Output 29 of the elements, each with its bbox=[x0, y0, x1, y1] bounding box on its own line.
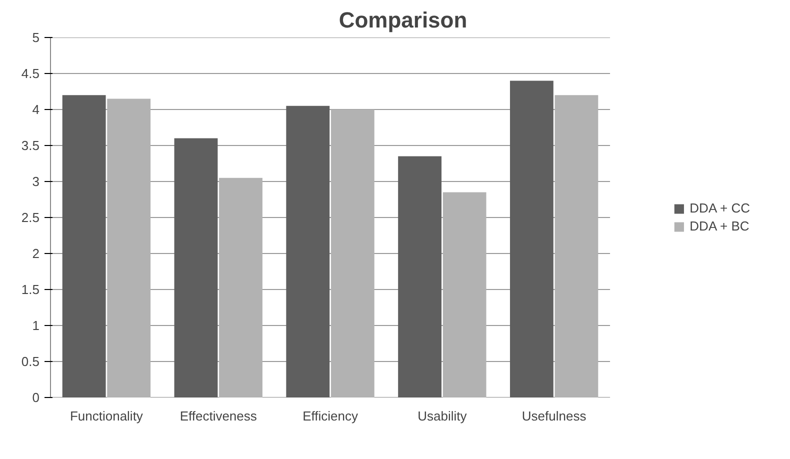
y-tick-label: 2 bbox=[32, 246, 40, 261]
x-tick-label: Efficiency bbox=[302, 408, 358, 424]
legend-label: DDA + BC bbox=[690, 218, 750, 234]
y-tick-label: 5 bbox=[32, 30, 40, 45]
bar bbox=[62, 95, 106, 398]
y-tick-label: 2.5 bbox=[21, 210, 40, 225]
y-tick-label: 4.5 bbox=[21, 66, 40, 81]
bar bbox=[510, 80, 554, 398]
y-tick-label: 0 bbox=[32, 390, 40, 405]
bar bbox=[330, 110, 374, 398]
x-tick-label: Usefulness bbox=[522, 408, 587, 424]
y-tick-label: 4 bbox=[32, 102, 40, 117]
bar bbox=[107, 98, 151, 398]
bar bbox=[554, 95, 598, 398]
y-tick-label: 0.5 bbox=[21, 354, 40, 369]
legend-label: DDA + CC bbox=[690, 200, 750, 216]
chart-title: Comparison bbox=[338, 8, 468, 32]
bar bbox=[398, 156, 442, 398]
y-tick-label: 3.5 bbox=[21, 138, 40, 153]
x-tick-label: Usability bbox=[418, 408, 468, 424]
bar bbox=[286, 106, 330, 398]
bar bbox=[174, 138, 218, 398]
x-tick-label: Effectiveness bbox=[180, 408, 258, 424]
x-tick-label: Functionality bbox=[70, 408, 144, 424]
bar bbox=[219, 178, 262, 398]
bar bbox=[442, 192, 486, 398]
y-tick-label: 3 bbox=[32, 174, 40, 189]
y-tick-label: 1 bbox=[32, 318, 40, 333]
y-tick-label: 1.5 bbox=[21, 282, 40, 297]
